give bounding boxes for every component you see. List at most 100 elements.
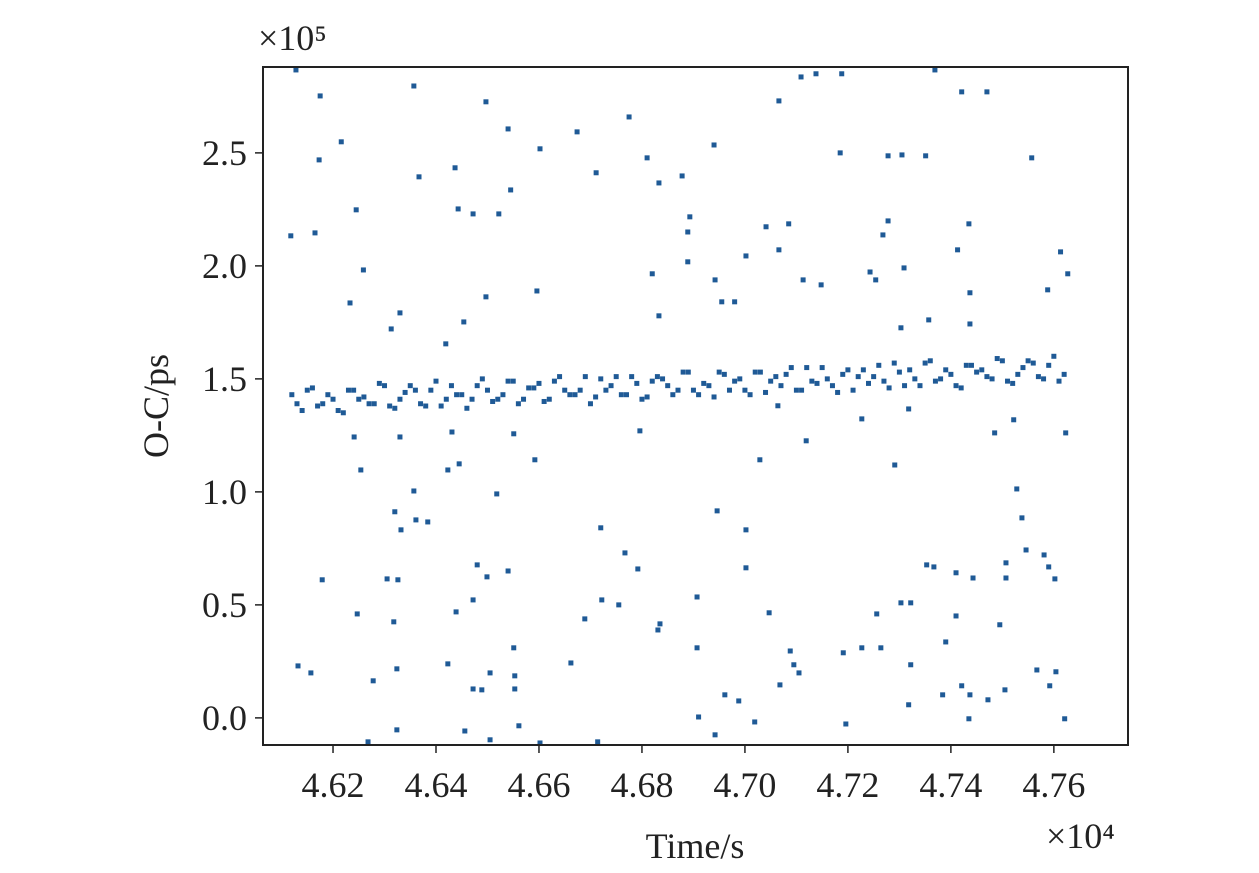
point bbox=[1034, 667, 1040, 673]
point bbox=[1046, 564, 1052, 570]
point bbox=[474, 383, 480, 389]
point bbox=[763, 389, 769, 395]
point bbox=[587, 401, 593, 407]
point bbox=[598, 376, 604, 382]
point bbox=[791, 662, 797, 668]
point bbox=[593, 394, 599, 400]
x-tick-label: 4.72 bbox=[816, 765, 879, 805]
x-tick-label: 4.62 bbox=[302, 765, 365, 805]
point bbox=[694, 594, 700, 600]
point bbox=[932, 378, 938, 384]
point bbox=[783, 371, 789, 377]
point bbox=[487, 737, 493, 743]
y-tick-label: 0.0 bbox=[202, 698, 247, 738]
point bbox=[799, 387, 805, 393]
point bbox=[656, 313, 662, 319]
point bbox=[474, 562, 480, 568]
point bbox=[706, 383, 712, 389]
point bbox=[923, 153, 929, 159]
point bbox=[289, 392, 295, 398]
point bbox=[392, 405, 398, 411]
point bbox=[316, 157, 322, 163]
x-multiplier: ×10⁴ bbox=[1046, 816, 1115, 856]
point bbox=[490, 398, 496, 404]
point bbox=[1015, 371, 1021, 377]
point bbox=[445, 467, 451, 473]
point bbox=[680, 369, 686, 375]
point bbox=[582, 374, 588, 380]
point bbox=[824, 376, 830, 382]
point bbox=[839, 71, 845, 77]
point bbox=[388, 326, 394, 332]
point bbox=[721, 371, 727, 377]
point bbox=[608, 383, 614, 389]
point bbox=[443, 341, 449, 347]
point bbox=[449, 429, 455, 435]
point bbox=[979, 367, 985, 373]
point bbox=[438, 403, 444, 409]
point bbox=[340, 410, 346, 416]
point bbox=[687, 214, 693, 220]
point bbox=[752, 719, 758, 725]
point bbox=[963, 362, 969, 368]
point bbox=[967, 321, 973, 327]
x-tick-label: 4.66 bbox=[507, 765, 570, 805]
point bbox=[358, 467, 364, 473]
point bbox=[743, 253, 749, 259]
point bbox=[1051, 353, 1057, 359]
point bbox=[908, 662, 914, 668]
point bbox=[295, 663, 301, 669]
y-tick-label: 0.5 bbox=[202, 585, 247, 625]
point bbox=[1041, 552, 1047, 558]
point bbox=[361, 394, 367, 400]
point bbox=[1003, 575, 1009, 581]
point bbox=[866, 380, 871, 386]
point bbox=[411, 488, 417, 494]
point bbox=[835, 389, 841, 395]
point bbox=[1056, 378, 1062, 384]
point bbox=[445, 661, 451, 667]
point bbox=[392, 509, 398, 515]
point bbox=[635, 566, 641, 572]
point bbox=[308, 670, 314, 676]
point bbox=[757, 457, 763, 463]
point bbox=[906, 406, 912, 412]
point bbox=[901, 265, 907, 271]
point bbox=[574, 129, 580, 135]
point bbox=[959, 683, 965, 689]
point bbox=[922, 360, 928, 366]
point bbox=[860, 367, 866, 373]
point bbox=[714, 508, 720, 514]
point bbox=[1011, 417, 1017, 423]
point bbox=[531, 385, 537, 391]
point bbox=[338, 139, 344, 145]
point bbox=[505, 568, 511, 574]
point bbox=[722, 692, 728, 698]
x-tick-label: 4.76 bbox=[1022, 765, 1085, 805]
point bbox=[616, 602, 622, 608]
point bbox=[878, 645, 884, 651]
point bbox=[657, 621, 663, 627]
point bbox=[974, 369, 980, 375]
point bbox=[1003, 560, 1009, 566]
point bbox=[505, 378, 511, 384]
point bbox=[696, 714, 702, 720]
point bbox=[395, 577, 401, 583]
point bbox=[685, 229, 691, 235]
point bbox=[886, 385, 892, 391]
point bbox=[814, 380, 820, 386]
point bbox=[896, 369, 902, 375]
point bbox=[984, 374, 990, 380]
point bbox=[1046, 362, 1052, 368]
point bbox=[966, 221, 972, 227]
x-tick-label: 4.70 bbox=[713, 765, 776, 805]
point bbox=[675, 387, 681, 393]
point bbox=[654, 374, 660, 380]
point bbox=[984, 89, 990, 95]
point bbox=[685, 259, 691, 265]
point bbox=[736, 698, 742, 704]
x-tick-label: 4.68 bbox=[610, 765, 673, 805]
y-multiplier: ×10⁵ bbox=[258, 18, 327, 58]
point bbox=[537, 740, 543, 746]
